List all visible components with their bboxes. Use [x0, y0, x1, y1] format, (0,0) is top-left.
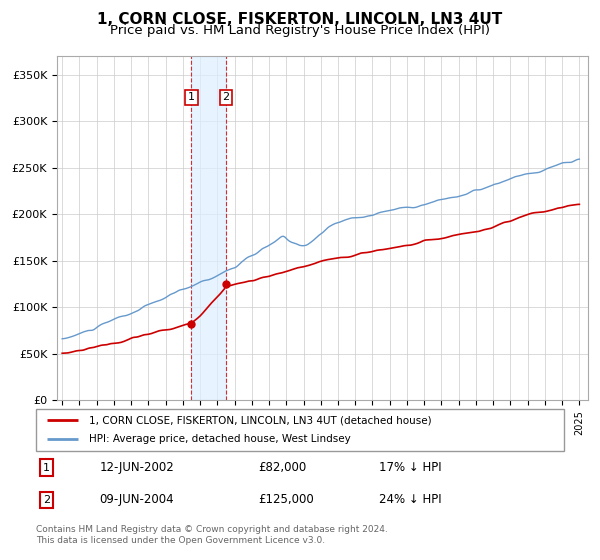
Text: £82,000: £82,000 — [258, 461, 306, 474]
Text: HPI: Average price, detached house, West Lindsey: HPI: Average price, detached house, West… — [89, 435, 350, 445]
Bar — [191, 56, 226, 400]
Text: 2: 2 — [43, 495, 50, 505]
Text: 1: 1 — [43, 463, 50, 473]
Text: £125,000: £125,000 — [258, 493, 314, 506]
Text: Price paid vs. HM Land Registry's House Price Index (HPI): Price paid vs. HM Land Registry's House … — [110, 24, 490, 37]
Point — [187, 320, 196, 329]
FancyBboxPatch shape — [36, 409, 564, 451]
Text: Contains HM Land Registry data © Crown copyright and database right 2024.
This d: Contains HM Land Registry data © Crown c… — [36, 525, 388, 545]
Text: 1, CORN CLOSE, FISKERTON, LINCOLN, LN3 4UT: 1, CORN CLOSE, FISKERTON, LINCOLN, LN3 4… — [97, 12, 503, 27]
Text: 24% ↓ HPI: 24% ↓ HPI — [379, 493, 442, 506]
Text: 12-JUN-2002: 12-JUN-2002 — [100, 461, 174, 474]
Point — [221, 279, 231, 288]
Text: 09-JUN-2004: 09-JUN-2004 — [100, 493, 174, 506]
Text: 1, CORN CLOSE, FISKERTON, LINCOLN, LN3 4UT (detached house): 1, CORN CLOSE, FISKERTON, LINCOLN, LN3 4… — [89, 415, 431, 425]
Text: 1: 1 — [188, 92, 195, 102]
Text: 2: 2 — [223, 92, 230, 102]
Text: 17% ↓ HPI: 17% ↓ HPI — [379, 461, 442, 474]
